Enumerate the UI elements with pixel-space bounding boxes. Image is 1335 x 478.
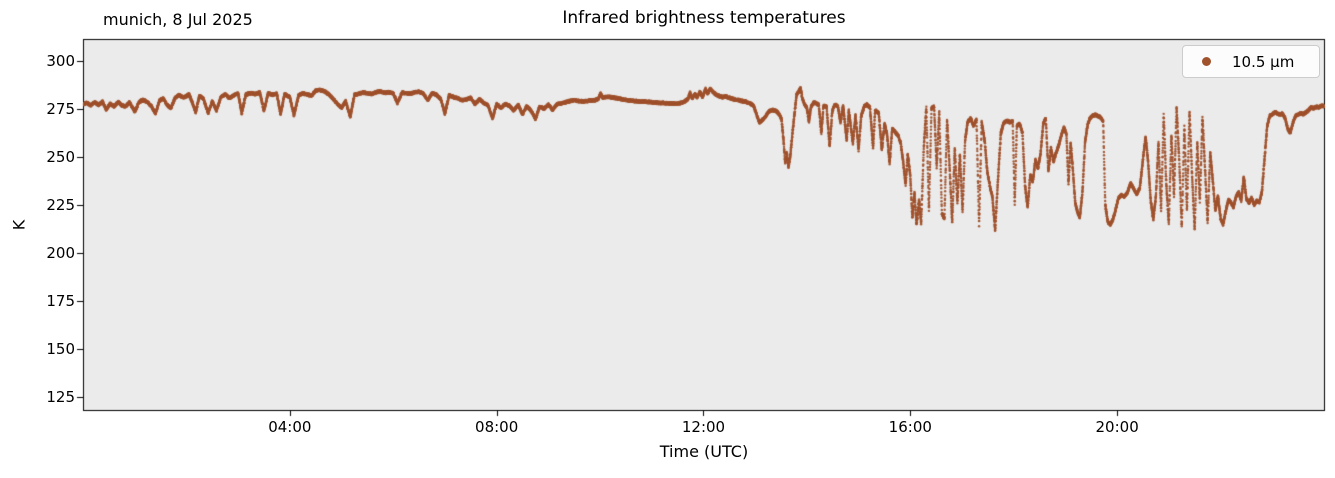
y-tick-label: 300 [46, 52, 75, 71]
x-tick-label: 20:00 [1095, 418, 1139, 436]
y-tick-label: 150 [46, 340, 75, 358]
legend-label: 10.5 μm [1232, 52, 1295, 71]
y-tick-label: 225 [46, 196, 75, 215]
y-tick-label: 250 [46, 148, 75, 167]
legend: 10.5 μm [1182, 45, 1320, 78]
x-tick-label: 04:00 [268, 418, 312, 436]
y-tick-label: 175 [46, 292, 75, 310]
x-tick-label: 08:00 [475, 418, 519, 436]
x-tick-label: 12:00 [681, 418, 726, 436]
chart-title: Infrared brightness temperatures [562, 8, 846, 28]
legend-marker-icon [1202, 57, 1211, 66]
y-tick-label: 275 [46, 100, 75, 119]
y-tick-label: 125 [46, 387, 75, 406]
y-tick-label: 200 [46, 244, 75, 263]
station-date-label: munich, 8 Jul 2025 [103, 10, 253, 29]
x-axis-label: Time (UTC) [659, 442, 749, 461]
x-tick-label: 16:00 [888, 418, 932, 436]
